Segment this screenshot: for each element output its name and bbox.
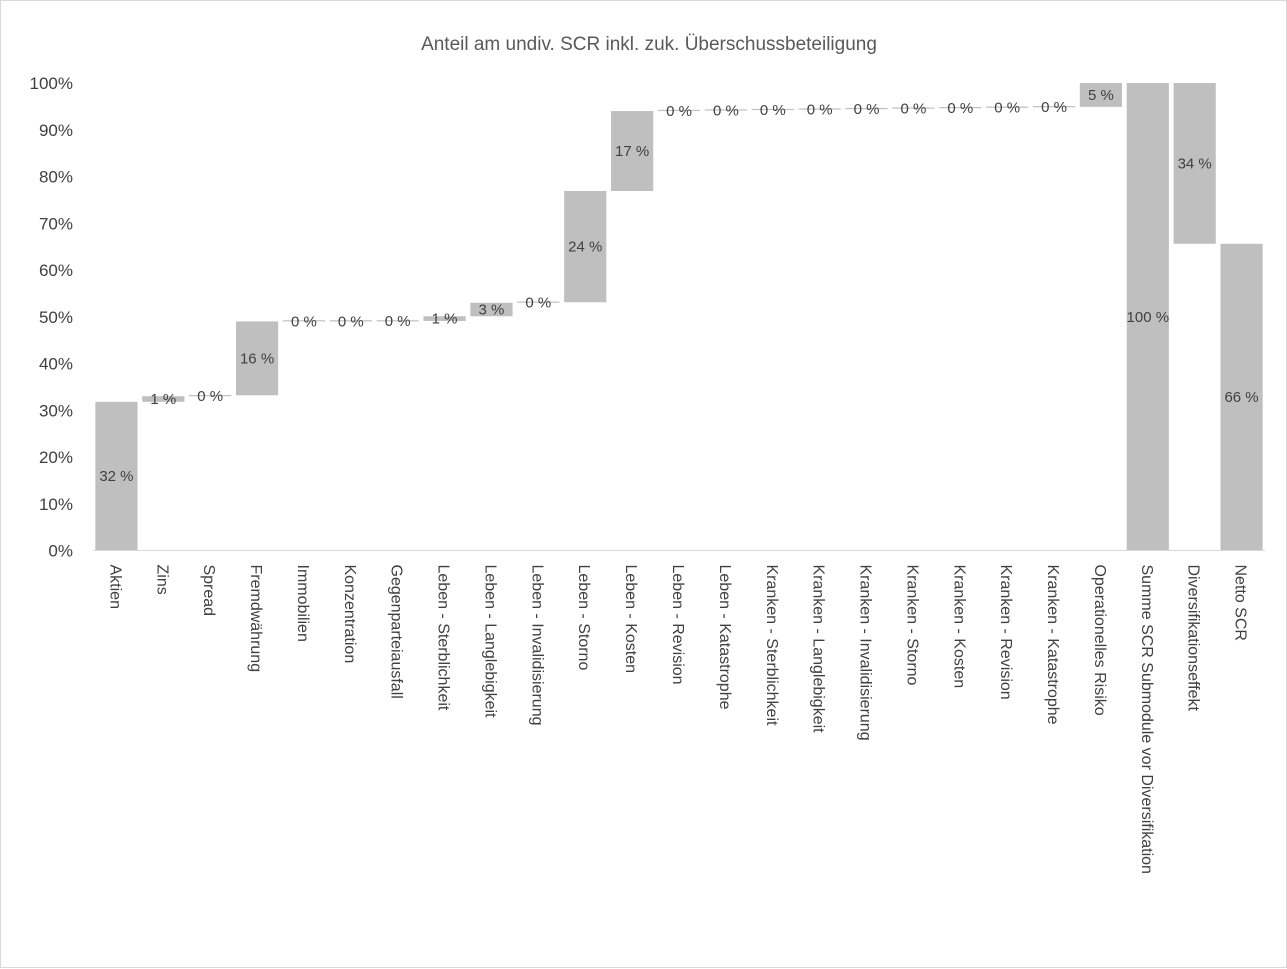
data-label: 0 % xyxy=(947,100,973,117)
bar xyxy=(376,320,419,322)
bar xyxy=(704,109,747,111)
y-tick-label: 0% xyxy=(48,542,73,561)
y-tick-label: 20% xyxy=(39,448,73,467)
bar xyxy=(517,301,560,303)
bar xyxy=(564,190,607,303)
chart-title: Anteil am undiv. SCR inkl. zuk. Überschu… xyxy=(421,34,877,55)
bar xyxy=(329,320,372,322)
x-tick-label: Operationelles Risiko xyxy=(1091,565,1108,716)
data-label: 1 % xyxy=(150,391,176,408)
bar xyxy=(751,108,794,111)
x-tick-label: Kranken - Langlebigkeit xyxy=(810,565,827,734)
data-label: 0 % xyxy=(807,101,833,118)
x-tick-label: Kranken - Revision xyxy=(997,565,1014,700)
bar xyxy=(611,111,654,191)
data-label: 0 % xyxy=(338,313,364,330)
x-tick-label: Leben - Revision xyxy=(669,565,686,685)
bar xyxy=(892,107,935,109)
bar xyxy=(939,107,982,109)
x-tick-label: Summe SCR Submodule vor Diversifikation xyxy=(1138,565,1155,874)
bar xyxy=(1032,106,1076,108)
y-axis: 0% 10% 20% 30% 40% 50% 60% 70% 80% 90% 100% xyxy=(30,74,73,561)
bar xyxy=(1079,83,1123,107)
x-tick-label: Leben - Langlebigkeit xyxy=(481,565,498,719)
y-tick-label: 100% xyxy=(30,74,73,93)
data-label: 0 % xyxy=(197,388,223,405)
data-label: 24 % xyxy=(568,239,602,256)
data-label: 0 % xyxy=(900,100,926,117)
data-label: 0 % xyxy=(1041,99,1067,116)
y-tick-label: 40% xyxy=(39,355,73,374)
data-label: 100 % xyxy=(1127,309,1170,326)
y-tick-label: 60% xyxy=(39,261,73,280)
data-label: 34 % xyxy=(1178,155,1212,172)
x-tick-label: Leben - Storno xyxy=(575,565,592,671)
data-label: 0 % xyxy=(713,102,739,119)
y-tick-label: 80% xyxy=(39,168,73,187)
x-tick-label: Leben - Kosten xyxy=(622,565,639,674)
x-tick-label: Aktien xyxy=(106,565,123,609)
x-tick-label: Leben - Invalidisierung xyxy=(528,565,545,726)
bar xyxy=(235,321,279,396)
data-label: 0 % xyxy=(291,313,317,330)
bar xyxy=(657,109,701,112)
data-label: 1 % xyxy=(432,311,458,328)
x-tick-label: Gegenparteiausfall xyxy=(388,565,405,699)
bar xyxy=(798,108,841,110)
data-label: 0 % xyxy=(666,103,692,120)
x-tick-label: Immobilien xyxy=(294,565,311,642)
x-tick-label: Kranken - Sterblichkeit xyxy=(763,565,780,727)
bars-group xyxy=(95,83,1263,551)
y-tick-label: 50% xyxy=(39,308,73,327)
x-tick-label: Kranken - Invalidisierung xyxy=(857,565,874,741)
data-label: 16 % xyxy=(240,350,274,367)
y-tick-label: 90% xyxy=(39,121,73,140)
y-tick-label: 30% xyxy=(39,401,73,420)
x-tick-label: Fremdwährung xyxy=(247,565,264,673)
data-label: 0 % xyxy=(854,101,880,118)
data-label: 0 % xyxy=(760,102,786,119)
bar xyxy=(189,395,232,397)
bar xyxy=(423,316,466,321)
bar xyxy=(1173,83,1216,244)
bar xyxy=(95,401,138,551)
y-tick-label: 10% xyxy=(39,495,73,514)
x-tick-label: Kranken - Kosten xyxy=(950,565,967,689)
x-axis: Aktien Zins Spread Fremdwährung Immobilien Ko… xyxy=(106,565,1248,874)
x-tick-label: Zins xyxy=(153,565,170,595)
x-tick-label: Kranken - Katastrophe xyxy=(1044,565,1061,725)
data-label: 66 % xyxy=(1224,389,1258,406)
data-label: 0 % xyxy=(994,100,1020,117)
bar xyxy=(282,320,326,322)
data-label: 5 % xyxy=(1088,87,1114,104)
data-label: 32 % xyxy=(99,468,133,485)
bar xyxy=(845,107,888,110)
y-tick-label: 70% xyxy=(39,214,73,233)
x-tick-label: Kranken - Storno xyxy=(903,565,920,686)
bar xyxy=(1126,83,1169,551)
x-tick-label: Spread xyxy=(200,565,217,617)
bar xyxy=(142,396,185,402)
data-label: 0 % xyxy=(525,294,551,311)
x-tick-label: Leben - Sterblichkeit xyxy=(435,565,452,711)
x-tick-label: Leben - Katastrophe xyxy=(716,565,733,710)
bar xyxy=(1220,243,1263,551)
data-label: 0 % xyxy=(385,313,411,330)
x-tick-label: Konzentration xyxy=(341,565,358,664)
data-label: 17 % xyxy=(615,143,649,160)
data-labels-group: 32 % 1 % 0 % 16 % 0 % 0 % 0 % 1 % 3 % 0 % 24 % 17 %… xyxy=(99,87,1258,485)
data-label: 3 % xyxy=(479,302,505,319)
x-tick-label: Diversifikationseffekt xyxy=(1185,565,1202,712)
x-tick-label: Netto SCR xyxy=(1232,565,1249,641)
bar xyxy=(470,302,513,317)
bar xyxy=(986,106,1029,108)
